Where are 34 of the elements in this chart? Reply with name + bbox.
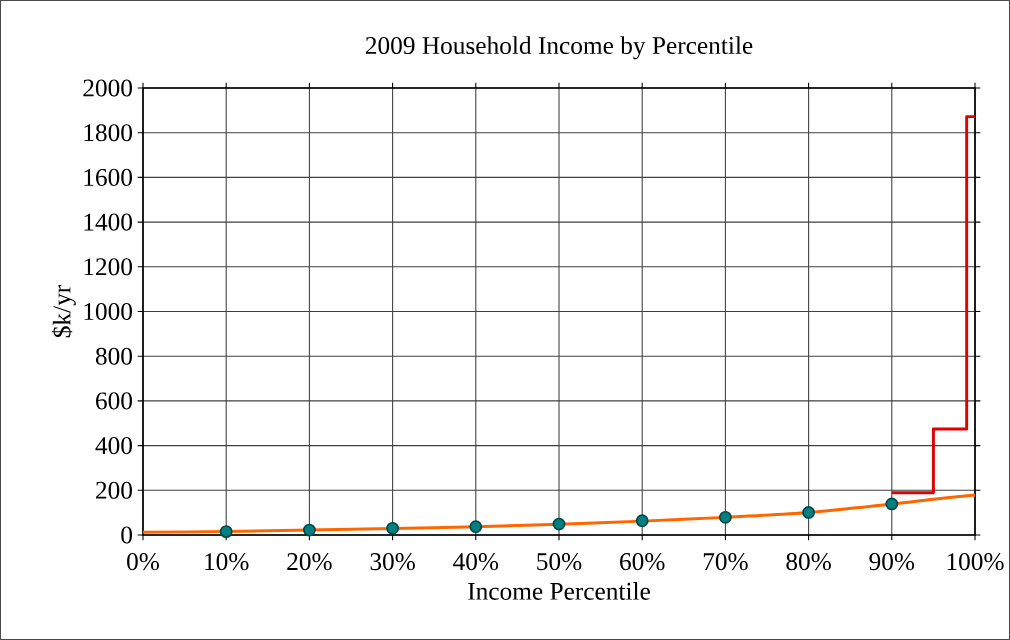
x-tick-label: 10% [205, 553, 249, 571]
y-tick-label: 200 [96, 481, 132, 499]
y-tick-label: 400 [95, 437, 132, 455]
point [802, 506, 816, 519]
x-tick-label: 90% [869, 553, 915, 571]
point [219, 525, 233, 539]
x-tick-label: 30% [370, 553, 415, 571]
x-tick-label: 20% [287, 553, 332, 571]
y-tick-label: 0 [121, 526, 132, 544]
x-tick-label: 80% [786, 553, 831, 571]
y-tick-label: 600 [96, 392, 132, 410]
point [386, 521, 399, 535]
chart-title: 2009 Household Income by Percentile [365, 36, 753, 60]
y-tick-label: 1400 [84, 213, 132, 231]
y-tick-label: 1600 [84, 168, 132, 186]
x-tick-label: 40% [453, 553, 499, 571]
point [885, 497, 899, 511]
point [719, 510, 732, 524]
x-axis-title: Income Percentile [468, 582, 650, 600]
y-tick-label: 2000 [83, 79, 132, 97]
y-tick-label: 1800 [84, 124, 132, 142]
x-tick-label: 100% [947, 553, 1004, 571]
y-tick-label: 1200 [84, 258, 132, 276]
x-tick-label: 0% [127, 553, 160, 571]
point [469, 520, 483, 534]
x-tick-label: 60% [620, 553, 665, 571]
y-tick-label: 1000 [84, 302, 132, 321]
point [552, 517, 566, 531]
x-tick-label: 50% [537, 553, 582, 571]
point [635, 514, 649, 528]
y-tick-label: 800 [95, 347, 132, 365]
x-tick-label: 70% [703, 553, 748, 571]
y-axis-title: $k/yr [52, 284, 76, 338]
point [303, 523, 316, 537]
